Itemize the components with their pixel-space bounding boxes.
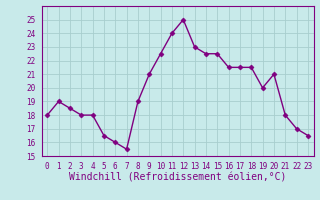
X-axis label: Windchill (Refroidissement éolien,°C): Windchill (Refroidissement éolien,°C) (69, 173, 286, 183)
